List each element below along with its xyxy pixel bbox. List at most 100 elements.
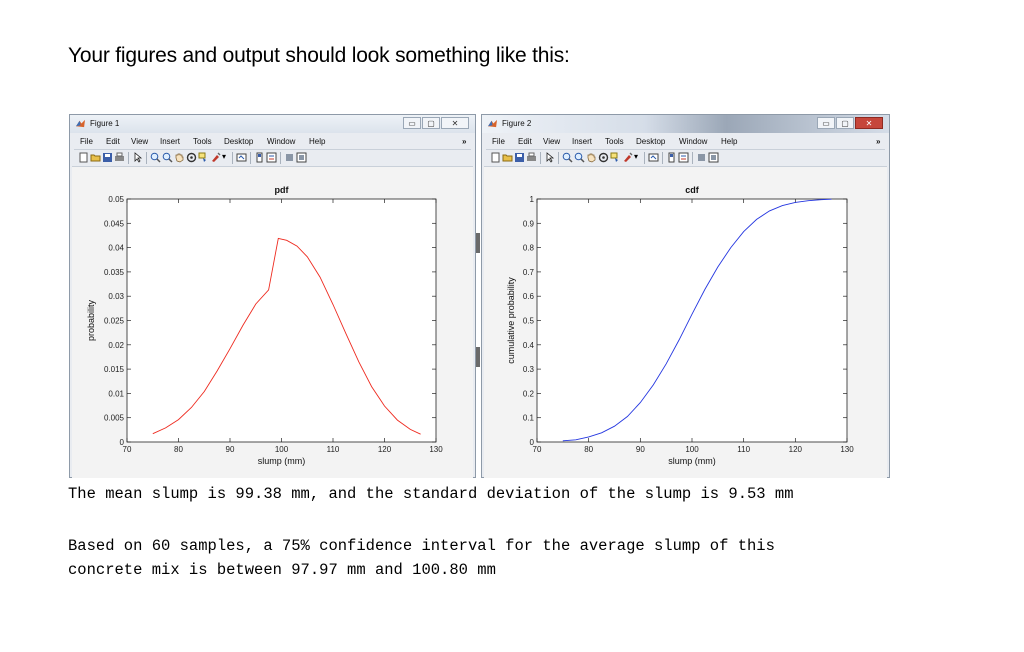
show-plot-tools-icon[interactable] bbox=[296, 152, 307, 163]
minimize-button[interactable]: ▭ bbox=[403, 117, 421, 129]
menu-tools[interactable]: Tools bbox=[193, 137, 212, 146]
y-axis-label: probability bbox=[86, 299, 96, 341]
toolbar-separator bbox=[128, 152, 129, 164]
colorbar-icon[interactable] bbox=[254, 152, 265, 163]
y-tick-label: 0.005 bbox=[104, 414, 125, 423]
toolbar-separator bbox=[662, 152, 663, 164]
zoom-out-icon[interactable] bbox=[162, 152, 173, 163]
link-icon[interactable] bbox=[648, 152, 659, 163]
close-button[interactable]: ✕ bbox=[855, 117, 883, 129]
new-file-icon[interactable] bbox=[78, 152, 89, 163]
menu-view[interactable]: View bbox=[543, 137, 561, 146]
link-icon[interactable] bbox=[236, 152, 247, 163]
series-line bbox=[152, 237, 421, 435]
colorbar-icon[interactable] bbox=[666, 152, 677, 163]
menu-file[interactable]: File bbox=[492, 137, 505, 146]
maximize-button[interactable]: ▢ bbox=[422, 117, 440, 129]
print-icon[interactable] bbox=[114, 152, 125, 163]
minimize-button[interactable]: ▭ bbox=[817, 117, 835, 129]
new-file-icon[interactable] bbox=[490, 152, 501, 163]
pointer-icon[interactable] bbox=[132, 152, 143, 163]
toolbar-separator bbox=[644, 152, 645, 164]
brush-icon[interactable] bbox=[622, 152, 633, 163]
menu-file[interactable]: File bbox=[80, 137, 93, 146]
y-tick-label: 0.035 bbox=[104, 268, 125, 277]
menu-insert[interactable]: Insert bbox=[160, 137, 181, 146]
menu-window[interactable]: Window bbox=[679, 137, 708, 146]
toolbar-separator bbox=[250, 152, 251, 164]
hide-plot-tools-icon[interactable] bbox=[696, 152, 707, 163]
y-tick-label: 0.05 bbox=[108, 195, 124, 204]
page-heading: Your figures and output should look some… bbox=[68, 44, 570, 67]
toolbar-separator bbox=[280, 152, 281, 164]
print-icon[interactable] bbox=[526, 152, 537, 163]
matlab-icon bbox=[76, 119, 85, 128]
data-cursor-icon[interactable] bbox=[198, 152, 209, 163]
y-tick-label: 0.015 bbox=[104, 365, 125, 374]
x-axis-label: slump (mm) bbox=[668, 456, 716, 466]
x-tick-label: 70 bbox=[123, 445, 132, 454]
menu-edit[interactable]: Edit bbox=[518, 137, 532, 146]
x-tick-label: 110 bbox=[737, 445, 750, 454]
zoom-out-icon[interactable] bbox=[574, 152, 585, 163]
brush-dropdown-icon[interactable]: ▾ bbox=[222, 152, 227, 161]
menu-window[interactable]: Window bbox=[267, 137, 296, 146]
menu-desktop[interactable]: Desktop bbox=[636, 137, 666, 146]
y-tick-label: 0.04 bbox=[108, 244, 124, 253]
y-tick-label: 0.5 bbox=[523, 317, 535, 326]
window-title: Figure 1 bbox=[90, 119, 120, 128]
save-icon[interactable] bbox=[102, 152, 113, 163]
figure-2-window: Figure 2 ▭ ▢ ✕ File Edit View Insert Too… bbox=[481, 114, 890, 478]
legend-icon[interactable] bbox=[678, 152, 689, 163]
window-resize-handle[interactable] bbox=[476, 233, 480, 253]
menu-tools[interactable]: Tools bbox=[605, 137, 624, 146]
figure-1-window: Figure 1 ▭ ▢ ✕ File Edit View Insert Too… bbox=[69, 114, 476, 478]
menu-edit[interactable]: Edit bbox=[106, 137, 120, 146]
y-tick-label: 0.025 bbox=[104, 317, 125, 326]
x-tick-label: 70 bbox=[533, 445, 542, 454]
data-cursor-icon[interactable] bbox=[610, 152, 621, 163]
output-confidence-line-1: Based on 60 samples, a 75% confidence in… bbox=[68, 537, 775, 555]
rotate-icon[interactable] bbox=[186, 152, 197, 163]
zoom-in-icon[interactable] bbox=[562, 152, 573, 163]
output-mean-std: The mean slump is 99.38 mm, and the stan… bbox=[68, 485, 794, 503]
figure-1-titlebar[interactable]: Figure 1 ▭ ▢ ✕ bbox=[70, 115, 475, 133]
figure-2-plot-area: 70 80 90 100 110 120 130 0 0.1 0.2 0.3 0.4 0.5 0.6 0.7… bbox=[484, 166, 887, 478]
y-tick-label: 0.01 bbox=[108, 389, 124, 398]
toolbar-separator bbox=[146, 152, 147, 164]
y-tick-label: 0.02 bbox=[108, 341, 124, 350]
x-tick-label: 120 bbox=[378, 445, 392, 454]
pointer-icon[interactable] bbox=[544, 152, 555, 163]
figure-2-titlebar[interactable]: Figure 2 ▭ ▢ ✕ bbox=[482, 115, 889, 133]
brush-dropdown-icon[interactable]: ▾ bbox=[634, 152, 639, 161]
menu-insert[interactable]: Insert bbox=[572, 137, 593, 146]
close-button[interactable]: ✕ bbox=[441, 117, 469, 129]
menu-help[interactable]: Help bbox=[721, 137, 738, 146]
pdf-chart: 70 80 90 100 110 120 130 0 0.005 0.01 0.015 0.02 0.0… bbox=[86, 185, 443, 466]
y-tick-label: 0.045 bbox=[104, 219, 125, 228]
y-tick-label: 0.4 bbox=[523, 341, 535, 350]
menu-view[interactable]: View bbox=[131, 137, 149, 146]
pan-icon[interactable] bbox=[586, 152, 597, 163]
open-folder-icon[interactable] bbox=[90, 152, 101, 163]
menu-help[interactable]: Help bbox=[309, 137, 326, 146]
show-plot-tools-icon[interactable] bbox=[708, 152, 719, 163]
maximize-button[interactable]: ▢ bbox=[836, 117, 854, 129]
output-confidence-line-2: concrete mix is between 97.97 mm and 100… bbox=[68, 561, 496, 579]
open-folder-icon[interactable] bbox=[502, 152, 513, 163]
chart-title: cdf bbox=[685, 185, 700, 195]
menu-overflow-icon[interactable]: » bbox=[876, 137, 881, 146]
save-icon[interactable] bbox=[514, 152, 525, 163]
pan-icon[interactable] bbox=[174, 152, 185, 163]
brush-icon[interactable] bbox=[210, 152, 221, 163]
series-line bbox=[562, 198, 832, 442]
menu-overflow-icon[interactable]: » bbox=[462, 137, 467, 146]
menu-desktop[interactable]: Desktop bbox=[224, 137, 254, 146]
y-tick-label: 0.1 bbox=[523, 414, 535, 423]
rotate-icon[interactable] bbox=[598, 152, 609, 163]
legend-icon[interactable] bbox=[266, 152, 277, 163]
zoom-in-icon[interactable] bbox=[150, 152, 161, 163]
window-resize-handle[interactable] bbox=[476, 347, 480, 367]
hide-plot-tools-icon[interactable] bbox=[284, 152, 295, 163]
y-tick-label: 0.7 bbox=[523, 268, 535, 277]
